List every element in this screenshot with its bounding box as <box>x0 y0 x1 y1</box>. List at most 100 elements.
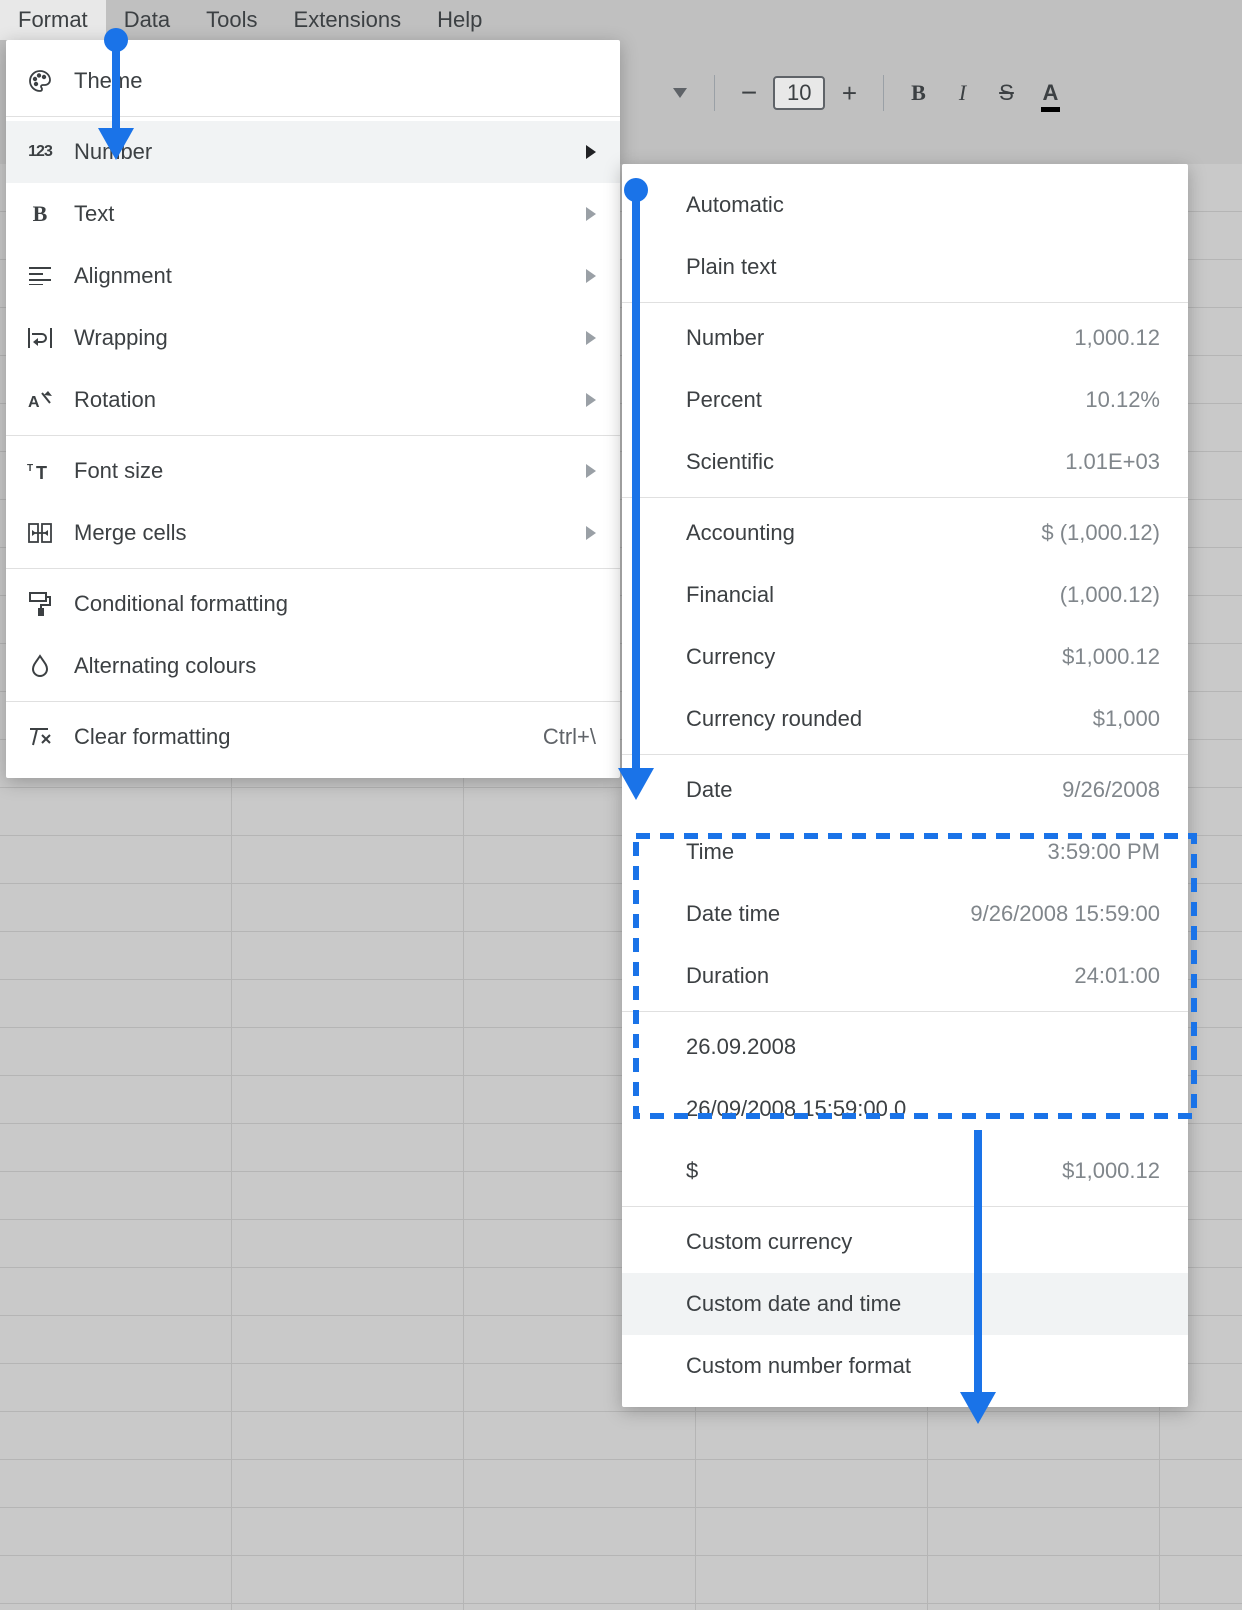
menu-item-conditional-formatting[interactable]: Conditional formatting <box>6 573 620 635</box>
menu-divider <box>6 701 620 702</box>
menubar-item-help[interactable]: Help <box>419 0 500 40</box>
menu-item-label: Scientific <box>686 449 1015 475</box>
submenu-arrow-icon <box>586 331 596 345</box>
svg-text:T: T <box>27 463 33 474</box>
number-item-custom-date-time[interactable]: Custom date and time <box>622 1273 1188 1335</box>
menu-item-alignment[interactable]: Alignment <box>6 245 620 307</box>
menu-item-label: Alternating colours <box>74 653 596 679</box>
number-item-duration[interactable]: Duration 24:01:00 <box>622 945 1188 1007</box>
merge-cells-icon <box>26 519 54 547</box>
font-size-increase-button[interactable]: + <box>829 73 869 113</box>
menu-item-font-size[interactable]: T T Font size <box>6 440 620 502</box>
menu-item-wrapping[interactable]: Wrapping <box>6 307 620 369</box>
number-item-custom-number-format[interactable]: Custom number format <box>622 1335 1188 1397</box>
menu-item-label: Alignment <box>74 263 566 289</box>
menubar-item-format[interactable]: Format <box>0 0 106 40</box>
menu-item-label: Duration <box>686 963 1024 989</box>
droplet-icon <box>26 652 54 680</box>
number-item-currency[interactable]: Currency $1,000.12 <box>622 626 1188 688</box>
font-size-icon: T T <box>26 457 54 485</box>
menu-divider <box>622 302 1188 303</box>
menu-divider <box>622 1011 1188 1012</box>
menu-item-label: Automatic <box>686 192 1160 218</box>
font-size-decrease-button[interactable]: − <box>729 73 769 113</box>
number-item-custom-preset-2[interactable]: 26/09/2008 15:59:00.0 <box>622 1078 1188 1140</box>
menu-item-label: Date <box>686 777 1012 803</box>
strikethrough-button[interactable]: S <box>986 73 1026 113</box>
number-item-percent[interactable]: Percent 10.12% <box>622 369 1188 431</box>
menubar: Format Data Tools Extensions Help <box>0 0 1242 40</box>
menu-item-label: Wrapping <box>74 325 566 351</box>
number-item-plain-text[interactable]: Plain text <box>622 236 1188 298</box>
number-item-custom-preset-3[interactable]: $ $1,000.12 <box>622 1140 1188 1202</box>
menu-item-clear-formatting[interactable]: Clear formatting Ctrl+\ <box>6 706 620 768</box>
menu-item-shortcut: Ctrl+\ <box>543 724 596 750</box>
menu-item-example: 3:59:00 PM <box>1017 839 1160 865</box>
menu-divider <box>6 568 620 569</box>
number-item-automatic[interactable]: Automatic <box>622 174 1188 236</box>
number-item-currency-rounded[interactable]: Currency rounded $1,000 <box>622 688 1188 750</box>
align-left-icon <box>26 262 54 290</box>
menu-item-label: Time <box>686 839 997 865</box>
menu-item-example: $1,000.12 <box>1032 1158 1160 1184</box>
menu-item-example: $1,000 <box>1063 706 1160 732</box>
toolbar: − 10 + B I S A <box>650 56 1242 130</box>
wrap-icon <box>26 324 54 352</box>
menu-item-label: Font size <box>74 458 566 484</box>
menu-item-label: Accounting <box>686 520 991 546</box>
menu-divider <box>6 435 620 436</box>
number-item-accounting[interactable]: Accounting $ (1,000.12) <box>622 502 1188 564</box>
number-item-financial[interactable]: Financial (1,000.12) <box>622 564 1188 626</box>
menu-item-label: Custom currency <box>686 1229 1160 1255</box>
menu-item-rotation[interactable]: A Rotation <box>6 369 620 431</box>
menu-item-example: $ (1,000.12) <box>1011 520 1160 546</box>
bold-button[interactable]: B <box>898 73 938 113</box>
menu-item-label: Theme <box>74 68 596 94</box>
menu-item-theme[interactable]: Theme <box>6 50 620 112</box>
menu-item-merge-cells[interactable]: Merge cells <box>6 502 620 564</box>
submenu-arrow-icon <box>586 464 596 478</box>
number-icon: 123 <box>26 138 54 166</box>
svg-text:T: T <box>36 463 47 481</box>
menu-item-label: 26.09.2008 <box>686 1034 1160 1060</box>
menubar-item-data[interactable]: Data <box>106 0 188 40</box>
format-menu: Theme 123 Number B Text Alignment <box>6 40 620 778</box>
clear-format-icon <box>26 723 54 751</box>
menubar-item-tools[interactable]: Tools <box>188 0 275 40</box>
menu-item-text[interactable]: B Text <box>6 183 620 245</box>
text-color-button[interactable]: A <box>1030 73 1070 113</box>
menu-item-label: Merge cells <box>74 520 566 546</box>
toolbar-separator <box>714 75 715 111</box>
menu-item-example: 9/26/2008 15:59:00 <box>940 901 1160 927</box>
menu-item-label: Text <box>74 201 566 227</box>
palette-icon <box>26 67 54 95</box>
menu-item-label: Plain text <box>686 254 1160 280</box>
italic-button[interactable]: I <box>942 73 982 113</box>
bold-icon: B <box>26 200 54 228</box>
menu-divider <box>622 497 1188 498</box>
number-item-scientific[interactable]: Scientific 1.01E+03 <box>622 431 1188 493</box>
number-item-custom-currency[interactable]: Custom currency <box>622 1211 1188 1273</box>
svg-text:A: A <box>28 394 40 411</box>
menu-divider <box>622 754 1188 755</box>
number-item-date[interactable]: Date 9/26/2008 <box>622 759 1188 821</box>
menu-item-label: Rotation <box>74 387 566 413</box>
font-size-input[interactable]: 10 <box>773 76 825 110</box>
submenu-arrow-icon <box>586 393 596 407</box>
menubar-item-extensions[interactable]: Extensions <box>276 0 420 40</box>
menu-item-example: $1,000.12 <box>1032 644 1160 670</box>
number-item-number[interactable]: Number 1,000.12 <box>622 307 1188 369</box>
paint-roller-icon <box>26 590 54 618</box>
number-item-custom-preset-1[interactable]: 26.09.2008 <box>622 1016 1188 1078</box>
menu-item-label: Custom number format <box>686 1353 1160 1379</box>
menu-item-label: 26/09/2008 15:59:00.0 <box>686 1096 1160 1122</box>
menu-item-number[interactable]: 123 Number <box>6 121 620 183</box>
menu-item-label: Number <box>686 325 1024 351</box>
menu-item-alternating-colours[interactable]: Alternating colours <box>6 635 620 697</box>
toolbar-dropdown-button[interactable] <box>660 73 700 113</box>
number-item-date-time[interactable]: Date time 9/26/2008 15:59:00 <box>622 883 1188 945</box>
number-item-time[interactable]: Time 3:59:00 PM <box>622 821 1188 883</box>
menu-item-example: (1,000.12) <box>1030 582 1160 608</box>
menu-item-example: 10.12% <box>1055 387 1160 413</box>
menu-item-label: Percent <box>686 387 1035 413</box>
